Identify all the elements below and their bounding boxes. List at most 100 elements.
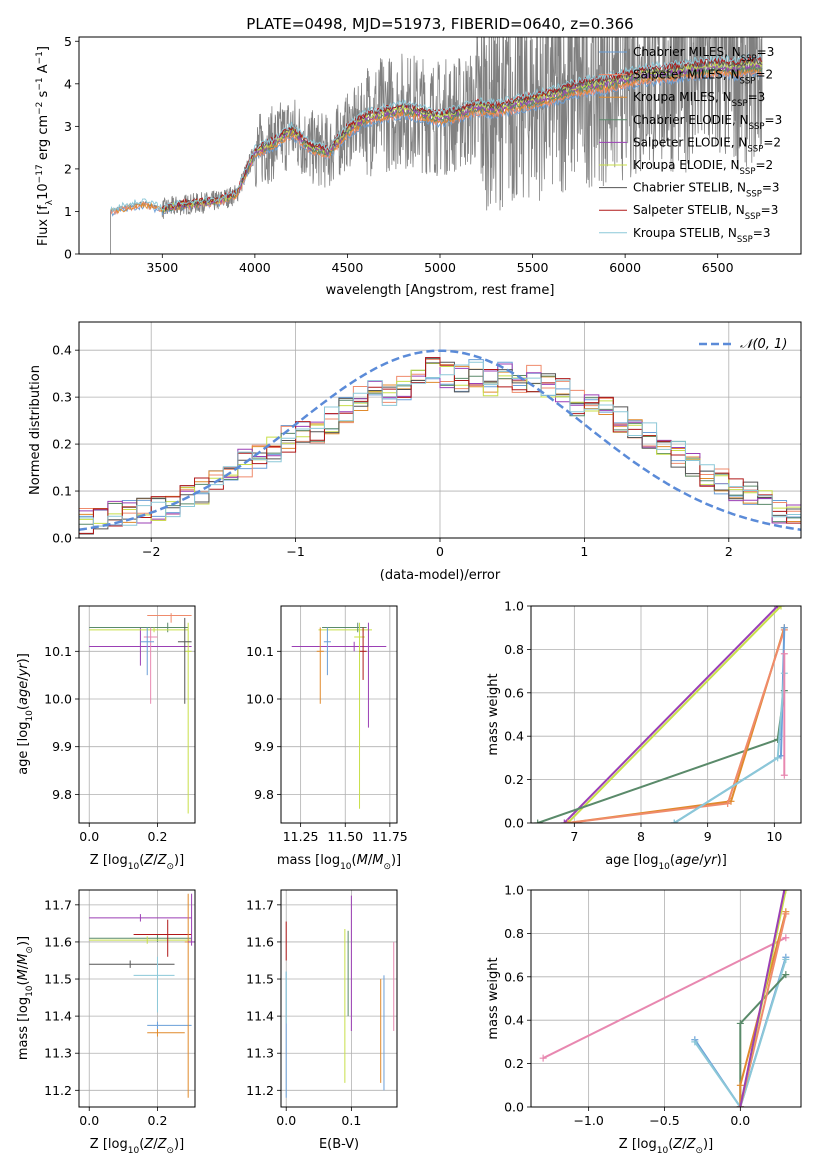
plus-marker [670, 819, 678, 823]
label-part: log [320, 853, 340, 868]
plot-area [79, 349, 801, 535]
model-spectrum-line [161, 54, 763, 211]
plus-marker [777, 606, 785, 610]
mass-weight-series [564, 624, 788, 823]
figure-title: PLATE=0498, MJD=51973, FIBERID=0640, z=0… [246, 15, 633, 33]
y-axis-label: mass [log10(M/M⊙)] [16, 936, 35, 1060]
y-tick-label: 0.4 [504, 729, 524, 744]
label-part: ( [16, 705, 31, 710]
y-tick-label: 3 [64, 119, 72, 134]
x-tick-label: −2 [142, 544, 160, 559]
label-part: )] [717, 853, 727, 868]
y-tick-label: 0.3 [52, 390, 72, 405]
label-part: Z [157, 853, 168, 868]
label-part: ⊙ [25, 946, 35, 954]
y-tick-label: 1.0 [504, 599, 524, 614]
y-tick-label: 0 [64, 247, 72, 262]
residual-histogram [79, 361, 801, 527]
label-part: mass [ [16, 1017, 31, 1060]
label-part: ( [139, 853, 144, 868]
error-bar-point [188, 893, 195, 946]
axes-frame [280, 889, 398, 1108]
error-bar-point [89, 622, 189, 633]
error-bar-point [89, 627, 192, 666]
mass-weight-series [780, 650, 788, 779]
x-tick-label: 7 [570, 829, 578, 844]
label-part: Z [686, 1137, 697, 1152]
y-axis-label: Normed distribution [28, 365, 43, 495]
label-part: log [639, 853, 659, 868]
error-bar-point [359, 627, 367, 680]
legend-label: Chabrier MILES, NSSP=3 [633, 45, 774, 64]
residual-histogram [79, 357, 801, 534]
label-part: 10 [25, 710, 35, 722]
legend-label-part: =3 [762, 181, 780, 195]
legend-label-part: =3 [757, 45, 775, 59]
error-bar-point [147, 1021, 192, 1030]
legend-label: Chabrier ELODIE, NSSP=3 [633, 113, 782, 132]
label-part: Z [ [90, 1137, 108, 1152]
error-bar-point [291, 641, 387, 652]
y-tick-label: 11.2 [44, 1083, 72, 1098]
plus-marker [564, 819, 572, 823]
legend-label-part: SSP [737, 235, 753, 245]
label-part: ⊙ [166, 1146, 174, 1156]
label-part: yr [703, 853, 719, 868]
y-axis-label: mass weight [486, 957, 501, 1039]
legend-label: Kroupa MILES, NSSP=3 [633, 90, 765, 109]
label-part: yr [16, 662, 31, 678]
series-line [567, 629, 786, 823]
plot-area [539, 890, 790, 1107]
error-bar-point [184, 622, 192, 814]
x-tick-label: 6500 [702, 260, 734, 275]
label-part: log [108, 853, 128, 868]
x-axis-label: (data-model)/error [380, 568, 501, 583]
x-tick-label: 11.25 [283, 829, 319, 844]
label-part: M [16, 969, 31, 980]
error-bar-point [359, 622, 373, 728]
label-part: 10 [340, 862, 352, 872]
y-tick-label: 0.1 [52, 484, 72, 499]
label-part: Z [143, 853, 154, 868]
label-part: ⊙ [383, 862, 391, 872]
plus-marker [774, 754, 782, 762]
x-tick-label: −1 [286, 544, 304, 559]
x-tick-label: 2 [725, 544, 733, 559]
legend-label-part: SSP [741, 54, 757, 64]
x-tick-label: 0.1 [341, 1113, 361, 1128]
label-part: 10 [36, 183, 51, 200]
plot-area [285, 895, 395, 1098]
plus-marker [534, 819, 542, 823]
label-part: log [16, 722, 31, 742]
panel-3: 0.0 0.29.89.910.010.1Z [log10(Z/Z⊙)]age [… [16, 605, 196, 872]
x-axis-label: age [log10(age/yr)] [605, 853, 727, 872]
plot-area [110, 37, 763, 254]
x-axis-label: Z [log10(Z/Z⊙)] [90, 853, 184, 872]
error-bar-point [143, 627, 158, 704]
label-part: / [16, 964, 31, 969]
axes-frame [280, 605, 398, 824]
legend-label-part: SSP [740, 77, 756, 87]
plus-marker [782, 910, 790, 918]
plus-marker [780, 624, 788, 632]
error-bar-point [177, 617, 192, 704]
x-tick-label: 0.0 [79, 1113, 99, 1128]
mass-weight-series [534, 687, 788, 823]
label-part: 10 [658, 862, 670, 872]
legend-label-part: =3 [748, 90, 766, 104]
legend-label: Kroupa ELODIE, NSSP=2 [633, 158, 773, 177]
series-line [739, 890, 786, 1107]
axes-frame [78, 605, 196, 824]
y-tick-label: 10.0 [246, 692, 274, 707]
plus-marker [782, 971, 790, 979]
y-tick-label: 0.2 [504, 772, 524, 787]
x-tick-label: 4000 [239, 260, 271, 275]
label-part: / [153, 1137, 158, 1152]
label-part: log [108, 1137, 128, 1152]
panel-2: −2 −1 0 1 2 0.0 0.1 0.2 0.3 0.4 𝒩(0, 1) (data-model… [28, 321, 802, 583]
plus-marker [724, 799, 732, 807]
error-bar-point [184, 893, 192, 1098]
label-part: A [36, 64, 51, 77]
x-axis-label: wavelength [Angstrom, rest frame] [326, 283, 555, 298]
error-bar-point [323, 627, 331, 676]
